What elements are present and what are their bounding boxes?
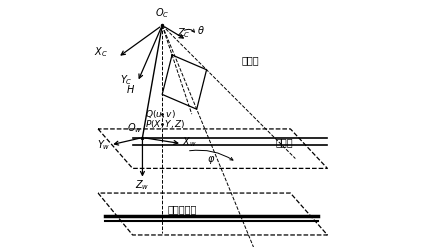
Text: $Q(u,v)$: $Q(u,v)$ — [145, 108, 176, 120]
Text: $O_w$: $O_w$ — [127, 121, 143, 135]
Text: 像平面: 像平面 — [241, 55, 259, 65]
Text: $X_C$: $X_C$ — [94, 46, 108, 59]
Text: $H$: $H$ — [126, 84, 135, 95]
Text: $P(X,Y,Z)$: $P(X,Y,Z)$ — [145, 118, 186, 130]
Text: $\varphi$: $\varphi$ — [206, 154, 215, 166]
Text: $O_C$: $O_C$ — [155, 7, 169, 20]
Text: $X_w$: $X_w$ — [182, 136, 197, 149]
Text: $\theta$: $\theta$ — [197, 24, 204, 36]
Text: $Z_C$: $Z_C$ — [177, 26, 190, 40]
Text: $Z_w$: $Z_w$ — [135, 178, 150, 192]
Text: $Y_w$: $Y_w$ — [97, 138, 110, 152]
Text: 车道分割线: 车道分割线 — [167, 204, 197, 214]
Text: 地平面: 地平面 — [276, 137, 293, 148]
Text: $Y_C$: $Y_C$ — [120, 73, 132, 87]
